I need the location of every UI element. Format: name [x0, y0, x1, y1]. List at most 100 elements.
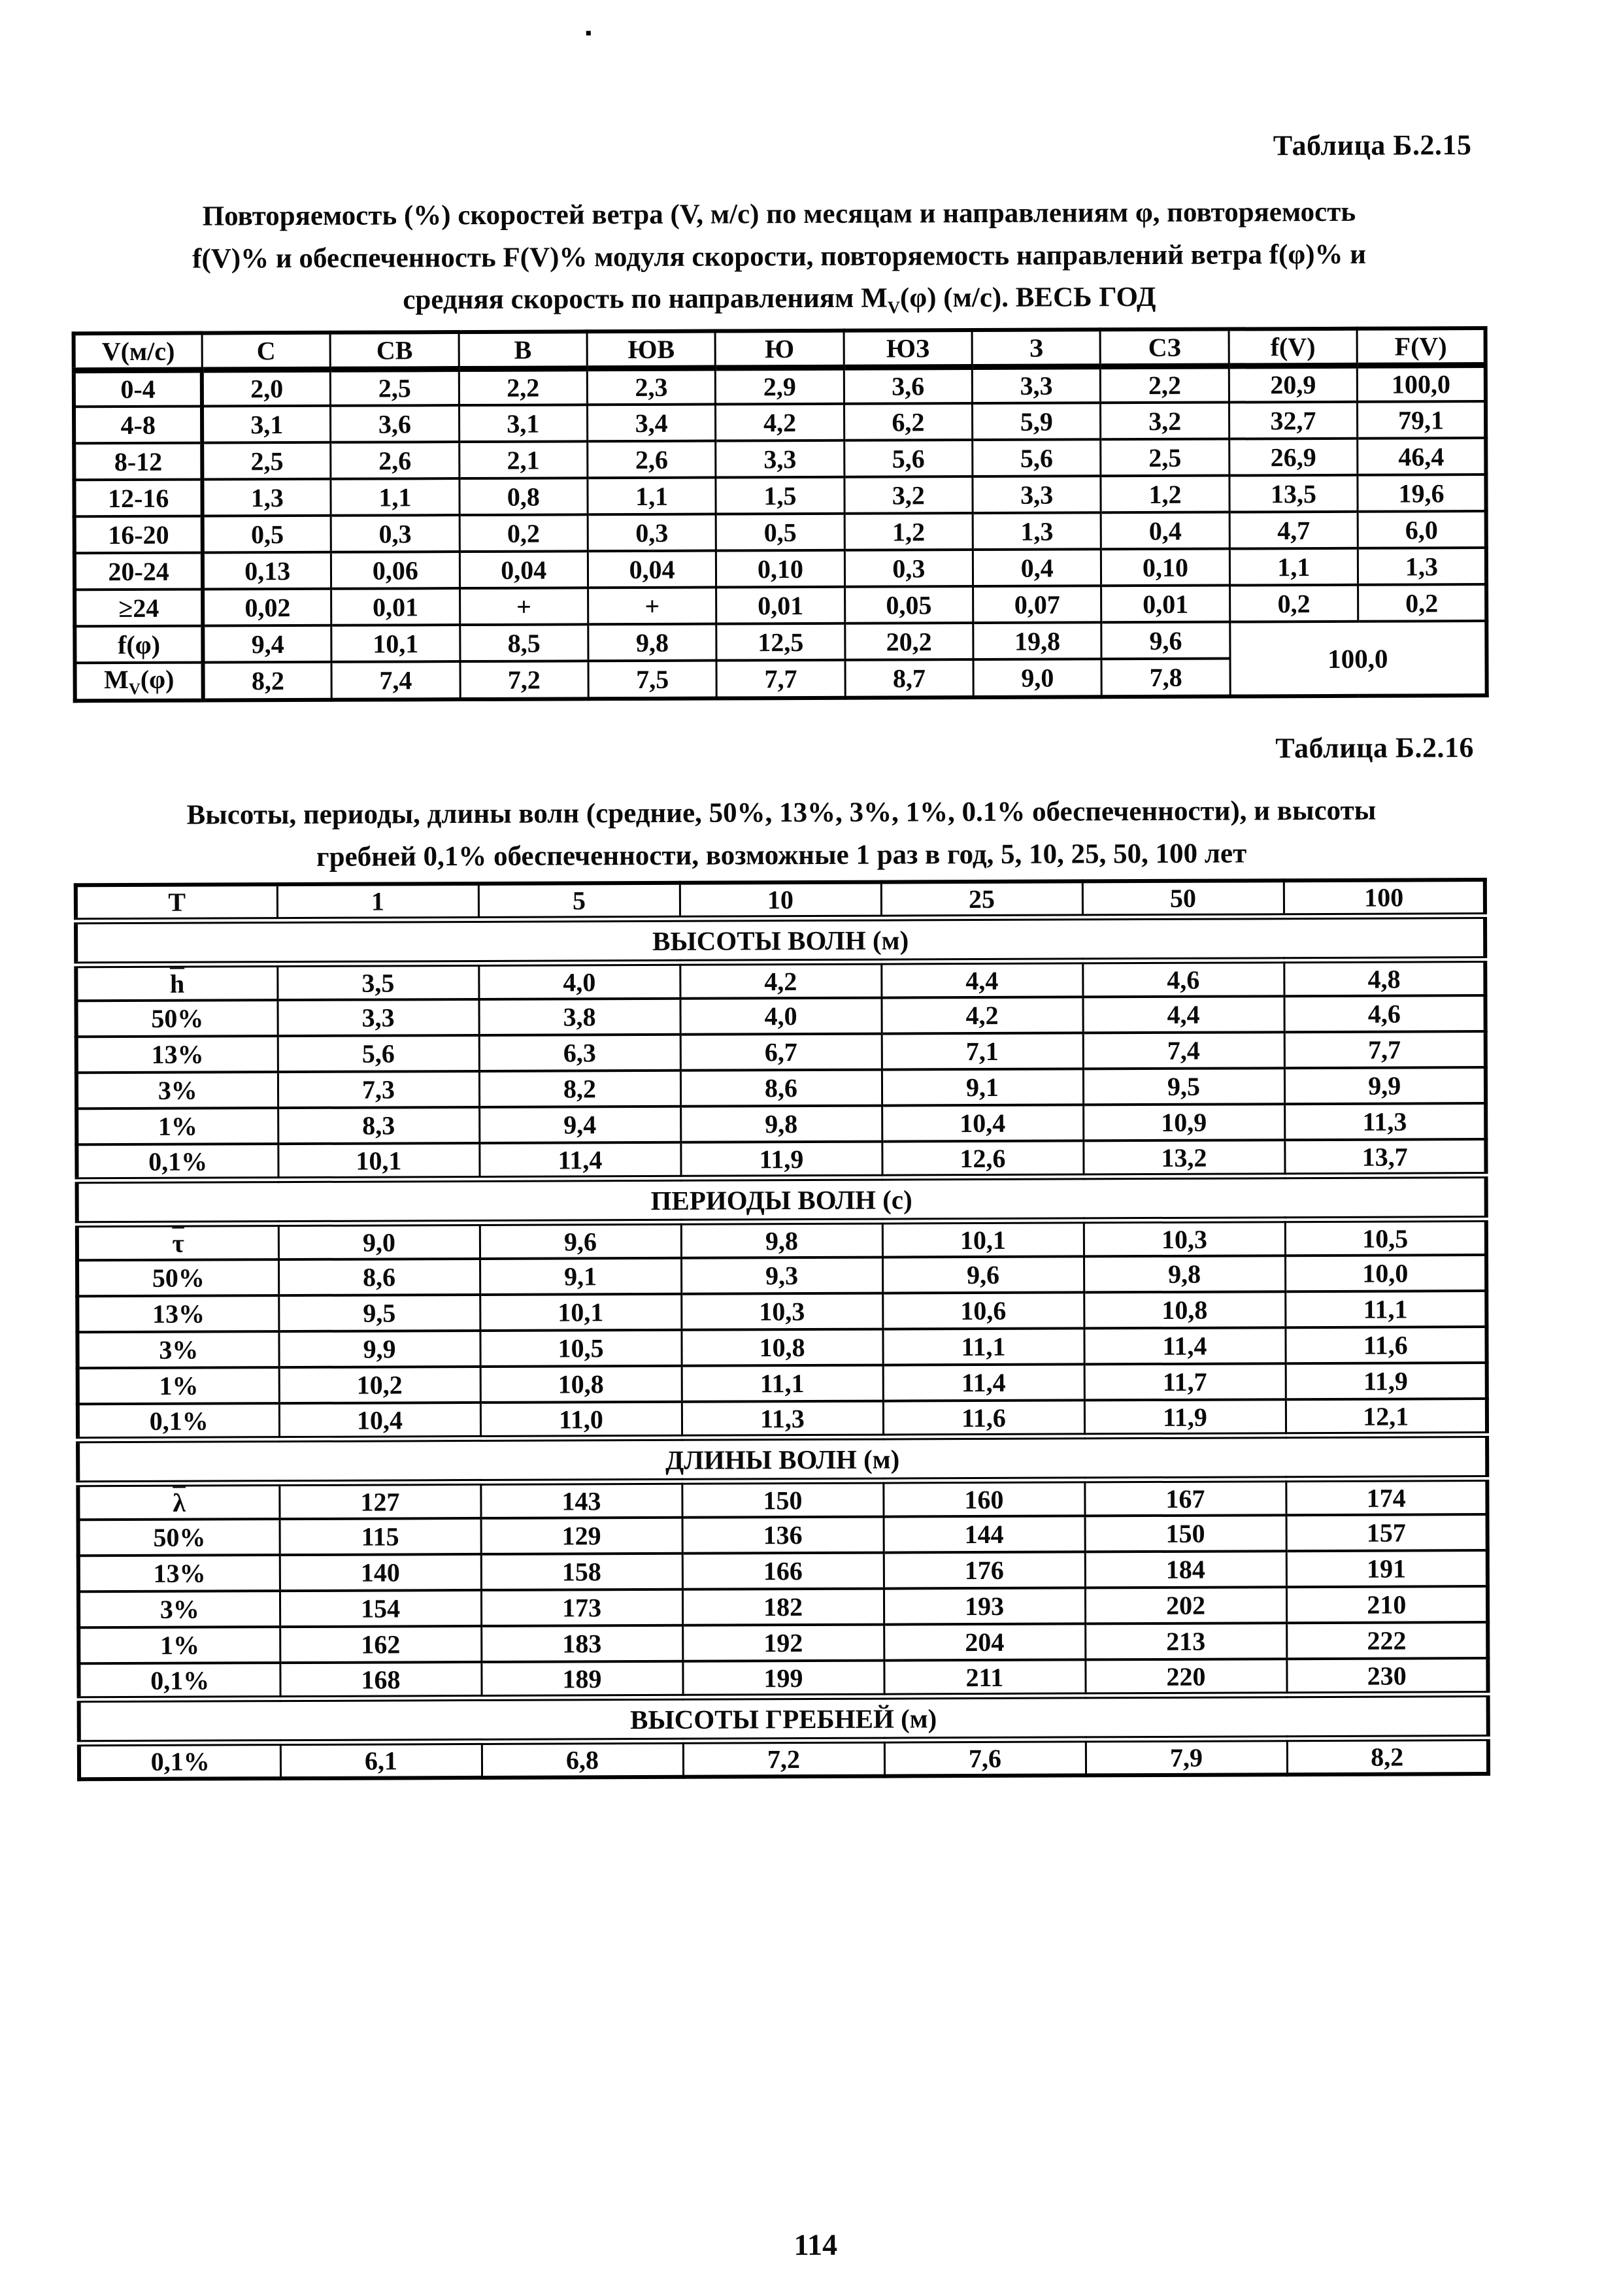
table-cell: 9,8 — [680, 1221, 882, 1258]
table-cell: 2,6 — [330, 442, 460, 479]
table-cell: 144 — [883, 1516, 1085, 1553]
table1-title-line3-sub: V — [887, 297, 901, 318]
table-cell: + — [460, 588, 588, 625]
table-cell: 0,07 — [973, 586, 1102, 624]
row-label-text: (φ) — [140, 664, 175, 694]
table-cell: 7,3 — [277, 1071, 480, 1108]
column-header: f(V) — [1228, 328, 1358, 366]
table-cell: 230 — [1286, 1658, 1488, 1695]
table-cell: 13,2 — [1083, 1140, 1285, 1177]
table-cell: 7,1 — [881, 1033, 1083, 1070]
wave-parameters-table-body: ВЫСОТЫ ВОЛН (м) h 3,5 4,0 4,2 4,4 4,6 4,8 50% 3,3… — [76, 916, 1489, 1780]
table-cell: 193 — [883, 1588, 1086, 1625]
table-cell: 5,6 — [844, 440, 973, 477]
row-label: 50% — [152, 1263, 205, 1293]
table-cell: 11,1 — [882, 1328, 1084, 1365]
table-row: 3% 154 173 182 193 202 210 — [78, 1586, 1488, 1628]
table-cell: 9,8 — [680, 1105, 882, 1142]
table-cell: 9,0 — [973, 659, 1102, 698]
row-header-cell: 50% — [77, 1259, 279, 1297]
table-cell: 6,3 — [478, 1034, 680, 1071]
table-cell: 2,5 — [330, 369, 460, 406]
column-header: З — [972, 329, 1101, 367]
table-cell: 1,3 — [202, 478, 331, 516]
table-cell: 0,01 — [331, 588, 460, 625]
table-cell: 7,2 — [460, 661, 589, 700]
table-cell: 0,10 — [716, 550, 845, 588]
table-cell: 213 — [1085, 1623, 1287, 1660]
table-cell: 7,7 — [716, 659, 845, 699]
table-cell: 1,5 — [716, 476, 844, 514]
row-label-text: 0,1% — [150, 1746, 210, 1776]
table1-title-line3: средняя скорость по направлениям МV(φ) (… — [71, 275, 1487, 324]
row-label: 16-20 — [108, 520, 169, 549]
row-label-text: 8-12 — [114, 446, 163, 476]
table1-title-line3-pre: средняя скорость по направлениям М — [403, 282, 888, 316]
wind-speed-table-head: V(м/с) С СВ В ЮВ Ю ЮЗ З СЗ f(V) F(V) — [73, 328, 1486, 371]
row-label-text: 20-24 — [108, 556, 169, 586]
table-cell: 2,2 — [1100, 365, 1229, 403]
table-cell: 182 — [682, 1588, 884, 1625]
row-header-cell: h — [76, 964, 278, 1001]
wind-speed-table: V(м/с) С СВ В ЮВ Ю ЮЗ З СЗ f(V) F(V) 0-4 2,0 2,5 2,2 2… — [71, 326, 1489, 703]
table-cell: 13,5 — [1229, 474, 1358, 512]
row-header-cell: 13% — [77, 1295, 279, 1333]
table-cell: 160 — [883, 1480, 1085, 1517]
row-label: λ — [173, 1488, 186, 1517]
table-cell: 8,6 — [680, 1069, 882, 1106]
table-cell: 154 — [279, 1589, 482, 1627]
table-cell: 3,2 — [844, 476, 973, 514]
table-cell: 2,2 — [458, 368, 588, 406]
table-row: 20-24 0,13 0,06 0,04 0,04 0,10 0,3 0,4 0,10 1,1 1,… — [74, 548, 1487, 590]
row-header-cell: 4-8 — [73, 406, 203, 444]
table-cell: 0,01 — [716, 586, 845, 624]
table-cell: 9,9 — [278, 1330, 480, 1368]
table-cell: 6,7 — [680, 1033, 882, 1071]
table-row: 1% 10,2 10,8 11,1 11,4 11,7 11,9 — [77, 1363, 1487, 1405]
table-cell: 2,5 — [1101, 439, 1229, 476]
table-cell: 3,5 — [277, 963, 479, 1001]
row-label: h — [170, 969, 184, 998]
table-cell: 127 — [279, 1482, 481, 1520]
table-cell: 32,7 — [1229, 401, 1358, 439]
table-cell: 0,4 — [973, 549, 1101, 587]
row-label-text: 0,1% — [149, 1406, 209, 1436]
table-row: 0,1% 10,4 11,0 11,3 11,6 11,9 12,1 — [77, 1399, 1488, 1440]
column-header: СВ — [330, 332, 459, 369]
table1-caption: Таблица Б.2.15 — [1273, 129, 1472, 162]
table-cell: 3,3 — [972, 366, 1101, 404]
table-cell: 10,8 — [681, 1329, 883, 1366]
section-header-row: ПЕРИОДЫ ВОЛН (с) — [76, 1175, 1486, 1225]
row-header-cell: 12-16 — [74, 479, 203, 517]
row-label: 13% — [154, 1559, 206, 1588]
table-cell: 3,6 — [330, 405, 460, 442]
table-cell: 9,5 — [278, 1294, 480, 1332]
table-cell: 10,2 — [278, 1366, 480, 1404]
table-cell: 7,2 — [682, 1740, 885, 1777]
table-cell: 6,2 — [844, 403, 973, 441]
row-label-text: 16-20 — [108, 520, 169, 550]
table-cell: 3,4 — [587, 404, 716, 442]
table-cell: 202 — [1084, 1587, 1287, 1624]
table-cell: 19,6 — [1358, 474, 1486, 512]
table-cell: 167 — [1084, 1479, 1286, 1516]
column-header: Ю — [715, 330, 844, 368]
table-cell: 166 — [682, 1552, 884, 1589]
table-cell: 9,5 — [1082, 1068, 1285, 1105]
row-label-text: 3% — [159, 1335, 199, 1365]
table-row: 0,1% 10,1 11,4 11,9 12,6 13,2 13,7 — [76, 1139, 1486, 1181]
row-label-text: 50% — [153, 1522, 206, 1552]
section-header-cell: ПЕРИОДЫ ВОЛН (с) — [76, 1175, 1486, 1225]
table-cell: 9,8 — [588, 624, 717, 661]
table-cell: 4,2 — [715, 403, 844, 441]
row-label-text: 0-4 — [120, 374, 156, 404]
table-cell: 7,9 — [1085, 1739, 1288, 1776]
table-cell: 136 — [682, 1516, 884, 1554]
table-row: 13% 5,6 6,3 6,7 7,1 7,4 7,7 — [76, 1031, 1486, 1073]
table-cell: 162 — [280, 1625, 482, 1663]
table-cell: 4,8 — [1284, 959, 1486, 997]
table-cell: 7,4 — [331, 661, 460, 700]
section-header-cell: ДЛИНЫ ВОЛН (м) — [78, 1435, 1488, 1484]
table1-title-line3-post: (φ) (м/с). ВЕСЬ ГОД — [899, 281, 1156, 314]
